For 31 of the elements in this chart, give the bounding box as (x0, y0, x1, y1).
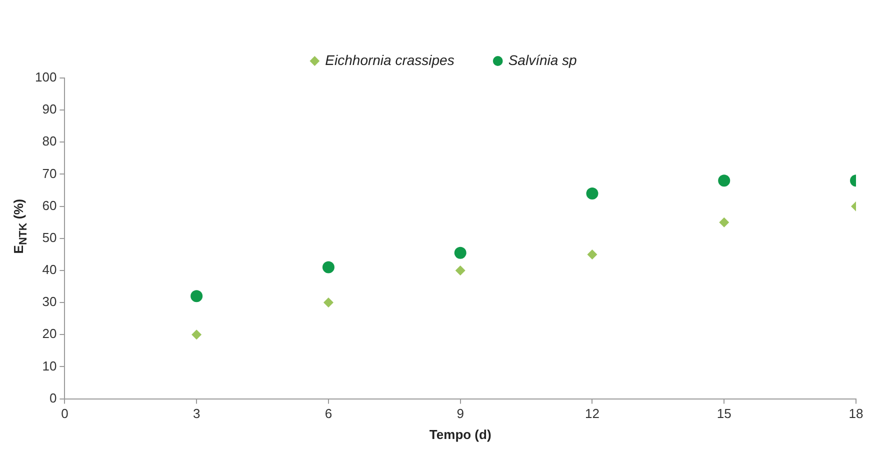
y-tick-label: 0 (49, 390, 57, 406)
point (192, 330, 202, 340)
x-tick-label: 0 (61, 406, 68, 422)
x-tick-label: 9 (456, 406, 464, 422)
y-tick-label: 30 (42, 294, 57, 310)
point (719, 217, 730, 228)
point (322, 261, 334, 274)
y-tick-label: 50 (42, 230, 57, 245)
y-tick-label: 40 (42, 262, 57, 278)
y-tick-label: 20 (42, 326, 57, 342)
point (587, 249, 598, 260)
x-tick-label: 6 (324, 406, 332, 422)
y-tick-label: 60 (42, 198, 57, 213)
point (323, 298, 334, 308)
x-tick-label: 15 (716, 406, 732, 422)
x-tick-label: 12 (584, 406, 600, 422)
y-tick-label: 80 (42, 134, 57, 149)
y-tick-label: 90 (42, 102, 57, 117)
legend-label: Eichhornia crassipes (325, 52, 454, 68)
x-axis-title: Tempo (d) (429, 426, 492, 442)
point (718, 174, 730, 187)
y-tick-label: 70 (42, 166, 57, 181)
point (454, 246, 466, 259)
point (455, 265, 466, 276)
point (586, 187, 598, 200)
y-tick-label: 100 (34, 70, 57, 85)
point (190, 290, 203, 302)
legend-label: Salvínia sp (508, 52, 578, 68)
x-tick-label: 3 (192, 406, 200, 422)
x-tick-label: 18 (848, 406, 864, 422)
y-tick-label: 10 (42, 358, 57, 374)
